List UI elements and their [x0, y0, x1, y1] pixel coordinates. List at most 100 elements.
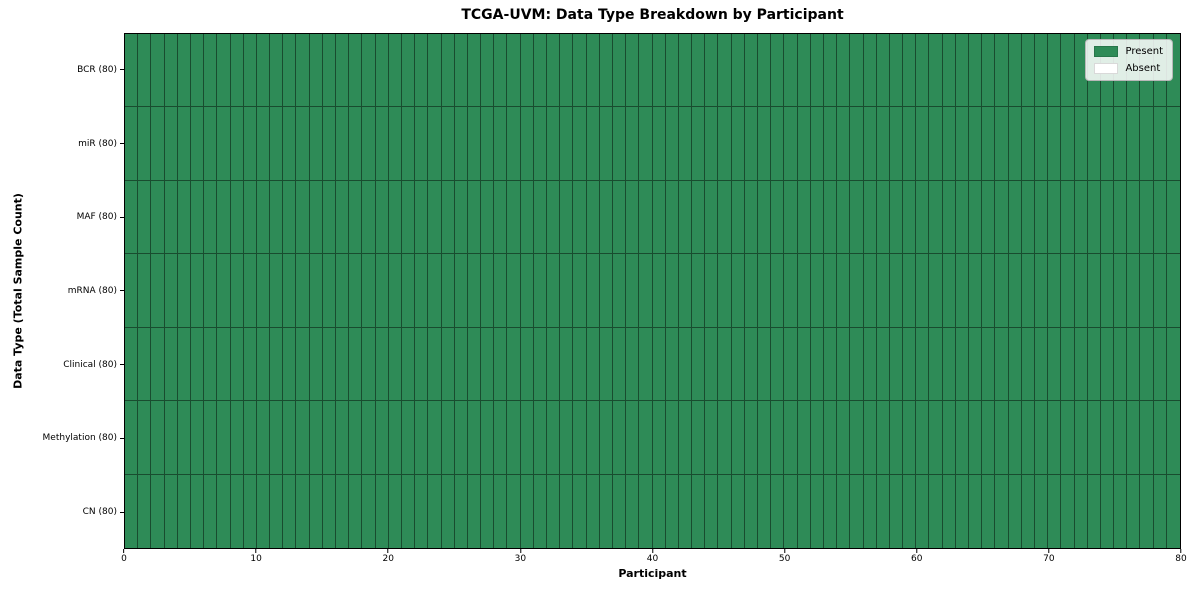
heatmap-cell: [230, 34, 244, 108]
heatmap-cell: [731, 401, 745, 475]
heatmap-cell: [322, 34, 336, 108]
heatmap-cell: [1153, 107, 1167, 181]
heatmap-cell: [547, 474, 561, 548]
heatmap-cell: [388, 327, 402, 402]
heatmap-cell: [889, 34, 904, 108]
x-tick-label: 40: [646, 554, 659, 564]
heatmap-cell: [850, 180, 864, 255]
heatmap-cell: [296, 107, 310, 181]
heatmap-cell: [863, 327, 877, 402]
heatmap-cell: [217, 254, 231, 328]
heatmap-cell: [969, 180, 983, 255]
heatmap-cell: [876, 254, 890, 328]
heatmap-cell: [151, 34, 165, 108]
heatmap-cell: [415, 180, 429, 255]
heatmap-cell: [1061, 107, 1075, 181]
heatmap-cell: [969, 254, 983, 328]
heatmap-cell: [969, 327, 983, 402]
heatmap-cell: [481, 34, 495, 108]
heatmap-cell: [336, 107, 350, 181]
heatmap-cell: [454, 401, 468, 475]
legend-label-present: Present: [1125, 46, 1163, 57]
heatmap-cell: [955, 401, 969, 475]
x-tick: 20: [383, 549, 394, 564]
heatmap-cell: [177, 401, 191, 475]
heatmap-cell: [665, 474, 679, 548]
heatmap-cell: [164, 34, 178, 108]
heatmap-cell: [1048, 254, 1062, 328]
heatmap-cell: [705, 327, 719, 402]
y-tick: miR (80): [0, 107, 124, 181]
heatmap-cell: [744, 34, 758, 108]
heatmap-cell: [415, 474, 429, 548]
heatmap-cell: [599, 107, 613, 181]
heatmap-cell: [1087, 401, 1101, 475]
heatmap-cell: [138, 34, 152, 108]
heatmap-cell: [296, 327, 310, 402]
heatmap-cell: [705, 474, 719, 548]
heatmap-cell: [929, 327, 943, 402]
heatmap-cell: [916, 254, 930, 328]
heatmap-cell: [916, 107, 930, 181]
heatmap-cell: [177, 254, 191, 328]
heatmap-cell: [731, 180, 745, 255]
heatmap-cell: [243, 34, 257, 108]
heatmap-cell: [1048, 107, 1062, 181]
heatmap-cell: [481, 107, 495, 181]
heatmap-cell: [401, 327, 416, 402]
heatmap-cell: [903, 254, 917, 328]
heatmap-cell: [903, 474, 917, 548]
heatmap-cell: [1061, 180, 1075, 255]
heatmap-cell: [612, 474, 627, 548]
heatmap-cell: [151, 180, 165, 255]
heatmap-cell: [612, 401, 627, 475]
y-tick-label: miR (80): [78, 138, 117, 149]
y-tick-mark: [120, 216, 124, 218]
heatmap-cell: [1114, 327, 1128, 402]
heatmap-cell: [744, 180, 758, 255]
heatmap-cell: [665, 327, 679, 402]
heatmap-cell: [138, 327, 152, 402]
heatmap-cell: [1008, 180, 1022, 255]
heatmap-cell: [270, 474, 284, 548]
heatmap-cell: [692, 254, 706, 328]
heatmap-cell: [507, 327, 521, 402]
y-tick: mRNA (80): [0, 254, 124, 328]
heatmap-cell: [678, 254, 693, 328]
heatmap-cell: [309, 401, 323, 475]
heatmap-cell: [678, 107, 693, 181]
legend-swatch-absent: [1094, 63, 1119, 74]
heatmap-cell: [164, 180, 178, 255]
heatmap-cell: [903, 34, 917, 108]
legend-swatch-present: [1094, 46, 1119, 57]
heatmap-cell: [837, 401, 851, 475]
heatmap-cell: [494, 254, 508, 328]
heatmap-cell: [388, 180, 402, 255]
heatmap-cell: [388, 107, 402, 181]
heatmap-cell: [441, 254, 455, 328]
heatmap-cell: [758, 254, 772, 328]
heatmap-cell: [494, 107, 508, 181]
heatmap-cell: [125, 474, 139, 548]
heatmap-cell: [639, 107, 653, 181]
heatmap-cell: [441, 327, 455, 402]
heatmap-cell: [850, 107, 864, 181]
heatmap-cell: [138, 474, 152, 548]
heatmap-cell: [217, 34, 231, 108]
heatmap-cell: [296, 474, 310, 548]
heatmap-cell: [547, 254, 561, 328]
heatmap-cell: [929, 254, 943, 328]
heatmap-cell: [322, 107, 336, 181]
heatmap-cell: [375, 401, 389, 475]
heatmap-cell: [1048, 34, 1062, 108]
heatmap-cell: [995, 34, 1009, 108]
heatmap-cell: [243, 180, 257, 255]
heatmap-cell: [125, 107, 139, 181]
heatmap-cell: [256, 474, 271, 548]
heatmap-cell: [969, 34, 983, 108]
heatmap-cell: [547, 34, 561, 108]
heatmap-cell: [876, 34, 890, 108]
heatmap-cell: [823, 180, 838, 255]
heatmap-cell: [876, 474, 890, 548]
heatmap-cell: [349, 254, 363, 328]
